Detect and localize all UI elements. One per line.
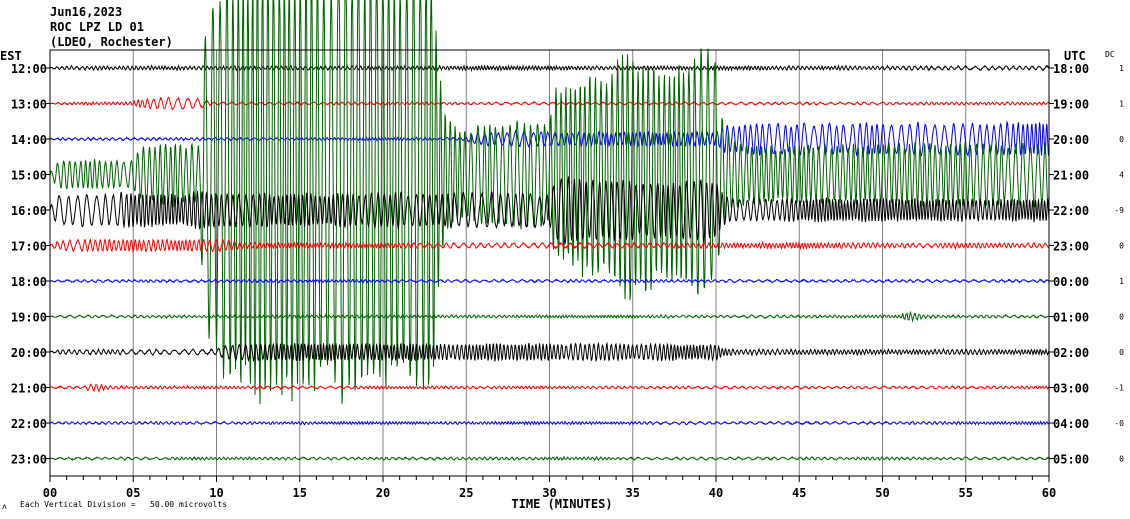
dc-offset-label: 1 [1119, 100, 1124, 109]
dc-offset-label: 0 [1119, 348, 1124, 357]
dc-offset-label: -0 [1114, 419, 1124, 428]
est-hour-label: 13:00 [11, 98, 47, 112]
trace-1800 [50, 278, 1049, 284]
x-tick-label: 15 [293, 486, 307, 500]
x-tick-label: 30 [542, 486, 556, 500]
dc-offset-label: -9 [1114, 206, 1124, 215]
dc-offset-label: 0 [1119, 135, 1124, 144]
est-hour-label: 22:00 [11, 417, 47, 431]
trace-1500 [49, 0, 1050, 405]
utc-hour-label: 21:00 [1053, 169, 1089, 183]
est-axis-title: EST [0, 49, 22, 63]
trace-1700 [49, 238, 1050, 254]
est-hour-label: 17:00 [11, 240, 47, 254]
grid [45, 50, 1054, 482]
x-axis-label: TIME (MINUTES) [511, 497, 612, 511]
est-hour-label: 19:00 [11, 311, 47, 325]
utc-hour-label: 23:00 [1053, 240, 1089, 254]
trace-1200 [49, 63, 1049, 72]
utc-hour-label: 03:00 [1053, 382, 1089, 396]
utc-hour-label: 22:00 [1053, 204, 1089, 218]
network-label: (LDEO, Rochester) [50, 35, 173, 49]
x-tick-label: 35 [626, 486, 640, 500]
trace-2200 [49, 420, 1050, 426]
station-label: ROC LPZ LD 01 [50, 20, 144, 34]
dc-offset-label: 0 [1119, 242, 1124, 251]
est-hour-label: 23:00 [11, 453, 47, 467]
est-hour-label: 18:00 [11, 275, 47, 289]
x-tick-label: 00 [43, 486, 57, 500]
trace-2000 [49, 341, 1050, 363]
traces [49, 0, 1050, 462]
est-hour-label: 20:00 [11, 346, 47, 360]
x-tick-label: 45 [792, 486, 806, 500]
dc-title: DC [1105, 50, 1115, 59]
trace-1900 [50, 310, 1050, 323]
x-tick-label: 05 [126, 486, 140, 500]
utc-hour-label: 18:00 [1053, 62, 1089, 76]
x-tick-label: 50 [875, 486, 889, 500]
est-hour-label: 12:00 [11, 62, 47, 76]
est-hour-label: 16:00 [11, 204, 47, 218]
date-label: Jun16,2023 [50, 5, 123, 19]
trace-1300 [49, 96, 1050, 111]
dc-offset-label: 4 [1119, 171, 1124, 180]
dc-offset-label: 0 [1119, 455, 1124, 464]
est-hour-label: 21:00 [11, 382, 47, 396]
utc-hour-label: 01:00 [1053, 311, 1089, 325]
scale-mark: ʌ [2, 502, 7, 511]
scale-note: Each Vertical Division = 50.00 microvolt… [20, 500, 227, 509]
utc-hour-label: 20:00 [1053, 133, 1089, 147]
utc-hour-label: 05:00 [1053, 453, 1089, 467]
trace-2300 [49, 455, 1050, 462]
x-tick-label: 55 [959, 486, 973, 500]
x-tick-label: 20 [376, 486, 390, 500]
plot-frame [49, 49, 1050, 477]
utc-hour-label: 00:00 [1053, 275, 1089, 289]
trace-2100 [49, 383, 1050, 394]
utc-axis-title: UTC [1064, 49, 1086, 63]
dc-offset-label: -1 [1114, 384, 1124, 393]
utc-hour-label: 02:00 [1053, 346, 1089, 360]
utc-hour-label: 19:00 [1053, 98, 1089, 112]
est-hour-label: 14:00 [11, 133, 47, 147]
trace-1600 [49, 176, 1050, 246]
x-tick-label: 40 [709, 486, 723, 500]
x-tick-label: 60 [1042, 486, 1056, 500]
dc-offset-label: 1 [1119, 64, 1124, 73]
x-tick-label: 10 [209, 486, 223, 500]
est-hour-label: 15:00 [11, 169, 47, 183]
x-tick-label: 25 [459, 486, 473, 500]
dc-offset-label: 1 [1119, 277, 1124, 286]
utc-hour-label: 04:00 [1053, 417, 1089, 431]
dc-offset-label: 0 [1119, 313, 1124, 322]
